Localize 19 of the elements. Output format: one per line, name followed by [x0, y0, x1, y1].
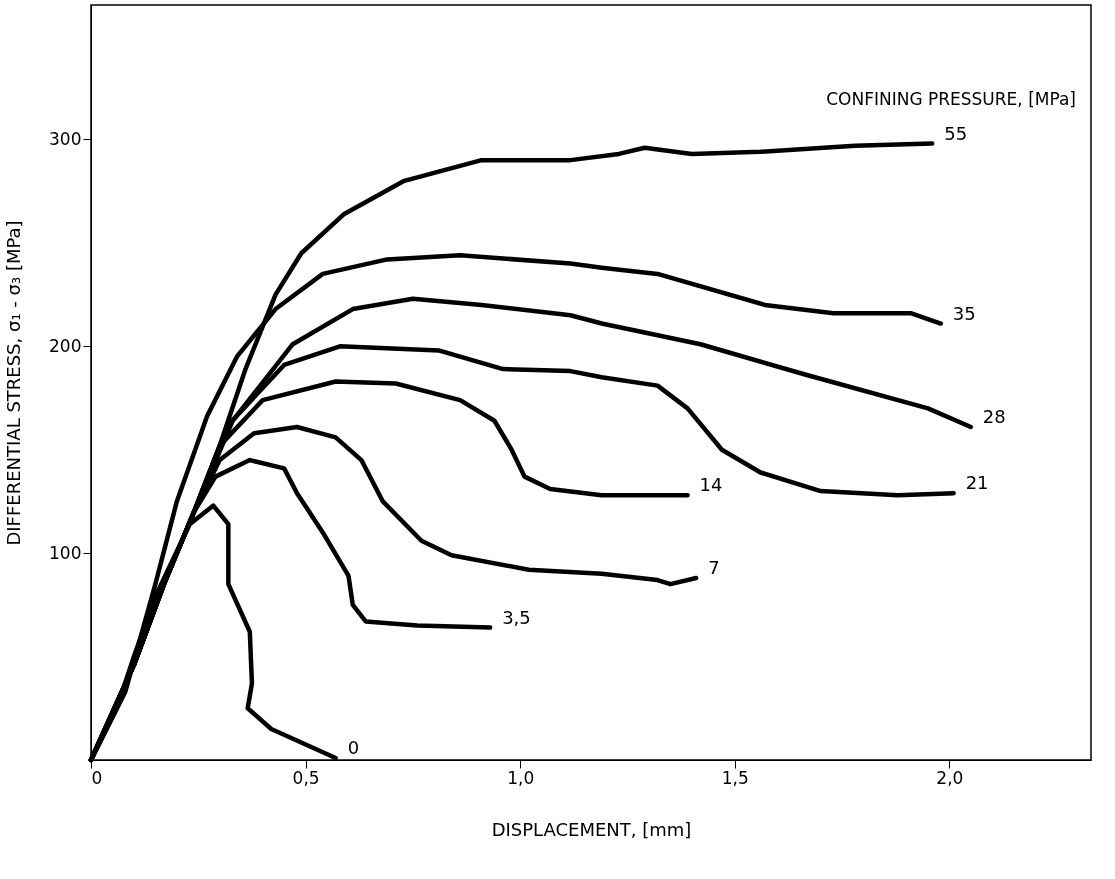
- series-label: 0: [347, 736, 360, 758]
- x-tick-label: 0: [91, 767, 103, 788]
- y-axis-title: DIFFERENTIAL STRESS, σ₁ - σ₃ [MPa]: [3, 220, 25, 546]
- x-tick-label: 1,5: [721, 767, 749, 788]
- annotation: CONFINING PRESSURE, [MPa]: [826, 89, 1076, 109]
- x-tick-label: 2,0: [936, 767, 964, 788]
- series-label: 55: [944, 122, 968, 144]
- series-label: 7: [708, 556, 720, 578]
- y-tick-label: 200: [49, 335, 82, 356]
- series-label: 3,5: [502, 606, 531, 628]
- series-label: 28: [982, 405, 1006, 427]
- y-tick-label: 100: [49, 542, 82, 563]
- series-label: 35: [952, 302, 976, 324]
- series-label: 21: [965, 472, 989, 494]
- x-tick-label: 0,5: [292, 767, 320, 788]
- x-tick-label: 1,0: [507, 767, 535, 788]
- x-axis-title: DISPLACEMENT, [mm]: [491, 818, 692, 840]
- series-label: 14: [699, 474, 723, 496]
- y-tick-label: 300: [49, 128, 82, 149]
